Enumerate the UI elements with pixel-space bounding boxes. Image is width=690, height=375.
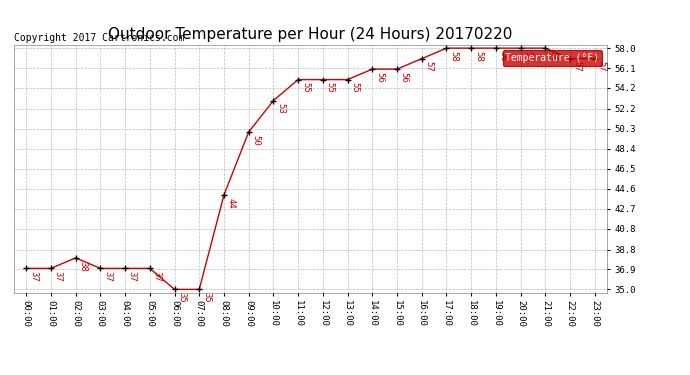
Text: 58: 58: [524, 51, 533, 62]
Text: 56: 56: [400, 72, 408, 82]
Text: 57: 57: [424, 62, 433, 72]
Text: 50: 50: [251, 135, 260, 146]
Text: Copyright 2017 Cartronics.com: Copyright 2017 Cartronics.com: [14, 33, 184, 42]
Text: 38: 38: [79, 261, 88, 272]
Text: 35: 35: [177, 292, 186, 303]
Text: 55: 55: [326, 82, 335, 93]
Text: 55: 55: [301, 82, 310, 93]
Text: 53: 53: [276, 104, 285, 114]
Text: 58: 58: [474, 51, 483, 62]
Text: 58: 58: [449, 51, 458, 62]
Text: 37: 37: [29, 271, 38, 282]
Text: 57: 57: [598, 62, 607, 72]
Text: 37: 37: [54, 271, 63, 282]
Text: 37: 37: [103, 271, 112, 282]
Text: 56: 56: [375, 72, 384, 82]
Legend: Temperature (°F): Temperature (°F): [502, 50, 602, 66]
Text: 58: 58: [548, 51, 557, 62]
Text: 57: 57: [573, 62, 582, 72]
Text: 58: 58: [499, 51, 508, 62]
Text: 37: 37: [152, 271, 161, 282]
Title: Outdoor Temperature per Hour (24 Hours) 20170220: Outdoor Temperature per Hour (24 Hours) …: [108, 27, 513, 42]
Text: 55: 55: [351, 82, 359, 93]
Text: 35: 35: [202, 292, 211, 303]
Text: 44: 44: [227, 198, 236, 208]
Text: 37: 37: [128, 271, 137, 282]
